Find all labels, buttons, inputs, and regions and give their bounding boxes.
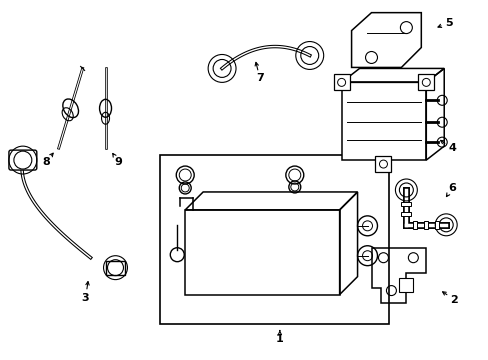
Bar bbox=[341, 82, 426, 160]
Text: 8: 8 bbox=[42, 157, 50, 167]
Text: 2: 2 bbox=[449, 294, 457, 305]
Bar bbox=[401, 202, 410, 206]
Text: 3: 3 bbox=[81, 293, 89, 302]
Bar bbox=[185, 210, 339, 294]
Text: 9: 9 bbox=[114, 157, 122, 167]
Bar bbox=[401, 212, 410, 216]
Text: 1: 1 bbox=[275, 334, 283, 345]
Bar bbox=[412, 221, 416, 229]
Text: 7: 7 bbox=[256, 73, 263, 84]
Bar bbox=[105, 261, 125, 275]
Bar bbox=[375, 156, 390, 172]
Text: 6: 6 bbox=[447, 183, 455, 193]
Bar bbox=[333, 75, 349, 90]
Text: 4: 4 bbox=[447, 143, 455, 153]
Bar bbox=[424, 221, 427, 229]
Bar bbox=[434, 221, 438, 229]
FancyBboxPatch shape bbox=[9, 150, 37, 170]
Bar bbox=[417, 75, 433, 90]
Bar bbox=[160, 155, 388, 324]
Bar bbox=[399, 278, 412, 292]
Text: 5: 5 bbox=[445, 18, 452, 28]
